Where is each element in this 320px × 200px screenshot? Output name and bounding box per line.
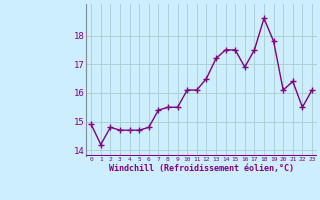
X-axis label: Windchill (Refroidissement éolien,°C): Windchill (Refroidissement éolien,°C) <box>109 164 294 173</box>
